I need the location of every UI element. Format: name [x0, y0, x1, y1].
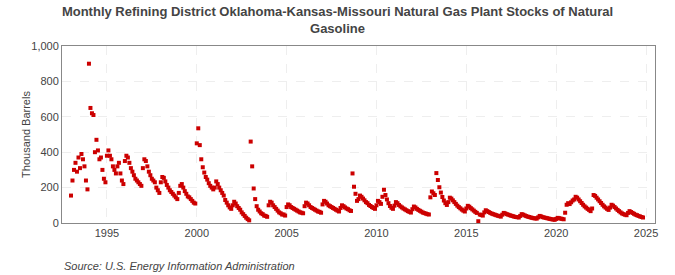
svg-text:Thousand Barrels: Thousand Barrels — [20, 91, 32, 178]
svg-text:800: 800 — [40, 75, 58, 87]
svg-text:2005: 2005 — [274, 227, 298, 239]
svg-text:2025: 2025 — [634, 227, 658, 239]
svg-text:200: 200 — [40, 181, 58, 193]
svg-text:2000: 2000 — [185, 227, 209, 239]
svg-text:Source: U.S. Energy Informatio: Source: U.S. Energy Information Administ… — [64, 260, 295, 272]
svg-text:600: 600 — [40, 111, 58, 123]
svg-text:Monthly Refining District Okla: Monthly Refining District Oklahoma-Kansa… — [62, 4, 613, 36]
svg-text:2020: 2020 — [544, 227, 568, 239]
svg-text:2010: 2010 — [364, 227, 388, 239]
svg-text:2015: 2015 — [454, 227, 478, 239]
svg-text:1,000: 1,000 — [31, 40, 59, 52]
svg-text:1995: 1995 — [95, 227, 119, 239]
svg-text:400: 400 — [40, 146, 58, 158]
svg-text:0: 0 — [53, 217, 59, 229]
